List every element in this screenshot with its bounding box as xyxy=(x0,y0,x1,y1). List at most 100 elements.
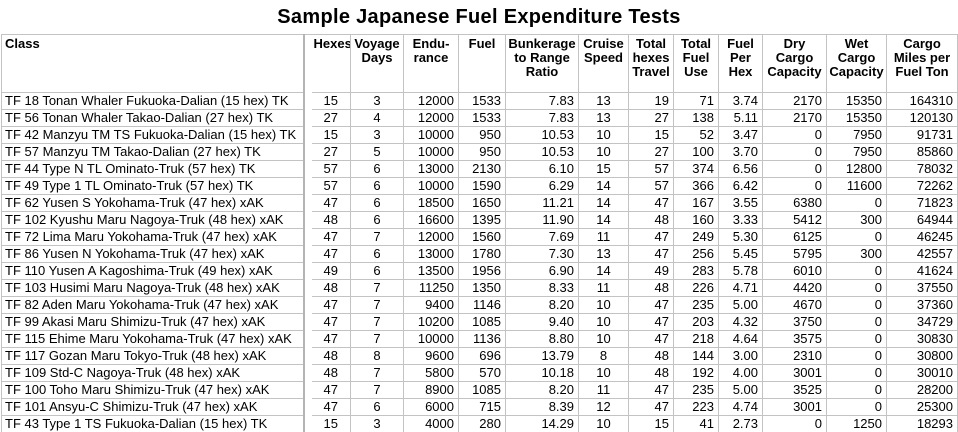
cell-hexes: 49 xyxy=(311,262,351,280)
cell-cruise-speed: 10 xyxy=(578,364,629,382)
cell-bunkerage-to-range-ratio: 13.79 xyxy=(505,347,579,365)
table-row: TF 102 Kyushu Maru Nagoya-Truk (48 hex) … xyxy=(1,211,958,229)
cell-dry-cargo-capacity: 5795 xyxy=(762,245,827,263)
cell-total-fuel-use: 138 xyxy=(673,109,719,127)
cell-endurance: 10000 xyxy=(403,330,459,348)
cell-cargo-miles-per-fuel-ton: 42557 xyxy=(886,245,958,263)
cell-fuel: 1533 xyxy=(458,92,506,110)
cell-fuel-per-hex: 4.64 xyxy=(718,330,763,348)
cell-class: TF 86 Yusen N Yokohama-Truk (47 hex) xAK xyxy=(1,245,304,263)
cell-dry-cargo-capacity: 0 xyxy=(762,143,827,161)
table-row: TF 86 Yusen N Yokohama-Truk (47 hex) xAK… xyxy=(1,245,958,263)
cell-voyage-days: 6 xyxy=(350,245,404,263)
cell-cargo-miles-per-fuel-ton: 85860 xyxy=(886,143,958,161)
column-divider xyxy=(302,381,312,399)
cell-bunkerage-to-range-ratio: 11.21 xyxy=(505,194,579,212)
table-row: TF 117 Gozan Maru Tokyo-Truk (48 hex) xA… xyxy=(1,347,958,365)
cell-total-hexes-travel: 27 xyxy=(628,143,674,161)
cell-cargo-miles-per-fuel-ton: 30830 xyxy=(886,330,958,348)
cell-total-hexes-travel: 47 xyxy=(628,381,674,399)
cell-fuel: 1350 xyxy=(458,279,506,297)
cell-bunkerage-to-range-ratio: 10.53 xyxy=(505,126,579,144)
cell-fuel-per-hex: 2.73 xyxy=(718,415,763,432)
cell-bunkerage-to-range-ratio: 9.40 xyxy=(505,313,579,331)
cell-endurance: 12000 xyxy=(403,228,459,246)
cell-fuel: 696 xyxy=(458,347,506,365)
cell-fuel-per-hex: 6.56 xyxy=(718,160,763,178)
cell-fuel-per-hex: 3.70 xyxy=(718,143,763,161)
cell-endurance: 10200 xyxy=(403,313,459,331)
cell-endurance: 18500 xyxy=(403,194,459,212)
column-divider xyxy=(302,313,312,331)
cell-hexes: 47 xyxy=(311,330,351,348)
cell-endurance: 11250 xyxy=(403,279,459,297)
cell-total-hexes-travel: 19 xyxy=(628,92,674,110)
column-divider xyxy=(302,330,312,348)
cell-fuel: 1136 xyxy=(458,330,506,348)
cell-cruise-speed: 10 xyxy=(578,296,629,314)
column-divider xyxy=(302,177,312,195)
cell-total-hexes-travel: 48 xyxy=(628,211,674,229)
cell-voyage-days: 7 xyxy=(350,330,404,348)
cell-cargo-miles-per-fuel-ton: 91731 xyxy=(886,126,958,144)
cell-fuel: 1560 xyxy=(458,228,506,246)
column-header-class: Class xyxy=(1,34,304,93)
column-header-fuel: Fuel xyxy=(458,34,506,93)
cell-total-fuel-use: 249 xyxy=(673,228,719,246)
column-header-hexes: Hexes xyxy=(311,34,351,93)
column-header-total-fuel-use: Total Fuel Use xyxy=(673,34,719,93)
cell-total-fuel-use: 283 xyxy=(673,262,719,280)
cell-total-fuel-use: 192 xyxy=(673,364,719,382)
cell-class: TF 42 Manzyu TM TS Fukuoka-Dalian (15 he… xyxy=(1,126,304,144)
cell-total-hexes-travel: 48 xyxy=(628,279,674,297)
cell-total-fuel-use: 144 xyxy=(673,347,719,365)
cell-cruise-speed: 14 xyxy=(578,194,629,212)
cell-cruise-speed: 15 xyxy=(578,160,629,178)
column-divider xyxy=(302,279,312,297)
cell-class: TF 43 Type 1 TS Fukuoka-Dalian (15 hex) … xyxy=(1,415,304,432)
cell-total-hexes-travel: 57 xyxy=(628,160,674,178)
cell-cruise-speed: 11 xyxy=(578,228,629,246)
cell-dry-cargo-capacity: 5412 xyxy=(762,211,827,229)
cell-hexes: 47 xyxy=(311,228,351,246)
cell-hexes: 47 xyxy=(311,398,351,416)
cell-wet-cargo-capacity: 0 xyxy=(826,330,887,348)
cell-total-fuel-use: 218 xyxy=(673,330,719,348)
column-divider xyxy=(302,160,312,178)
cell-total-hexes-travel: 48 xyxy=(628,347,674,365)
cell-bunkerage-to-range-ratio: 6.90 xyxy=(505,262,579,280)
column-divider xyxy=(302,347,312,365)
cell-class: TF 109 Std-C Nagoya-Truk (48 hex) xAK xyxy=(1,364,304,382)
column-divider xyxy=(302,143,312,161)
cell-bunkerage-to-range-ratio: 14.29 xyxy=(505,415,579,432)
cell-class: TF 99 Akasi Maru Shimizu-Truk (47 hex) x… xyxy=(1,313,304,331)
cell-class: TF 117 Gozan Maru Tokyo-Truk (48 hex) xA… xyxy=(1,347,304,365)
cell-total-hexes-travel: 49 xyxy=(628,262,674,280)
cell-total-hexes-travel: 47 xyxy=(628,330,674,348)
cell-hexes: 47 xyxy=(311,313,351,331)
cell-total-fuel-use: 226 xyxy=(673,279,719,297)
cell-fuel: 1956 xyxy=(458,262,506,280)
cell-fuel: 280 xyxy=(458,415,506,432)
cell-wet-cargo-capacity: 1250 xyxy=(826,415,887,432)
cell-voyage-days: 7 xyxy=(350,296,404,314)
table-row: TF 110 Yusen A Kagoshima-Truk (49 hex) x… xyxy=(1,262,958,280)
cell-fuel: 1590 xyxy=(458,177,506,195)
cell-wet-cargo-capacity: 0 xyxy=(826,194,887,212)
cell-bunkerage-to-range-ratio: 8.39 xyxy=(505,398,579,416)
cell-bunkerage-to-range-ratio: 10.18 xyxy=(505,364,579,382)
cell-voyage-days: 4 xyxy=(350,109,404,127)
cell-cargo-miles-per-fuel-ton: 78032 xyxy=(886,160,958,178)
cell-total-fuel-use: 160 xyxy=(673,211,719,229)
cell-total-hexes-travel: 47 xyxy=(628,245,674,263)
cell-class: TF 102 Kyushu Maru Nagoya-Truk (48 hex) … xyxy=(1,211,304,229)
cell-endurance: 8900 xyxy=(403,381,459,399)
cell-fuel-per-hex: 4.74 xyxy=(718,398,763,416)
column-header-bunkerage-to-range-ratio: Bunkerage to Range Ratio xyxy=(505,34,579,93)
cell-wet-cargo-capacity: 0 xyxy=(826,296,887,314)
cell-cargo-miles-per-fuel-ton: 120130 xyxy=(886,109,958,127)
cell-dry-cargo-capacity: 3750 xyxy=(762,313,827,331)
cell-dry-cargo-capacity: 3001 xyxy=(762,364,827,382)
cell-hexes: 27 xyxy=(311,109,351,127)
cell-class: TF 18 Tonan Whaler Fukuoka-Dalian (15 he… xyxy=(1,92,304,110)
